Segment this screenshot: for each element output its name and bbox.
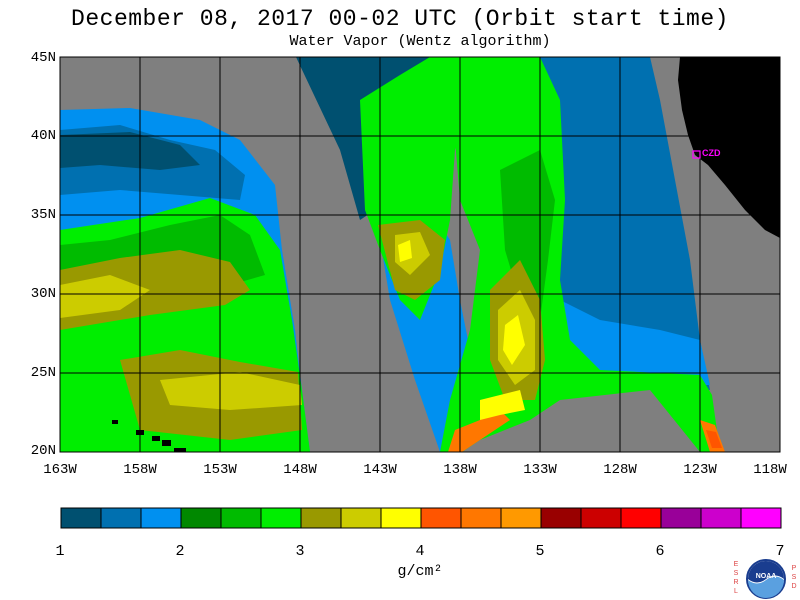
lat-label-20N: 20N (30, 443, 56, 459)
colorbar-tick-5: 5 (535, 543, 545, 560)
right-swath-orange-south (448, 410, 510, 452)
station-label: CZD (702, 148, 721, 158)
island-molokai (162, 440, 171, 446)
colorbar-tick-1: 1 (55, 543, 65, 560)
colorbar-swatch (740, 507, 782, 529)
colorbar-swatch (420, 507, 462, 529)
colorbar-swatch (60, 507, 102, 529)
lon-label-133W: 133W (523, 462, 557, 478)
lon-label-163W: 163W (43, 462, 77, 478)
map-grid (59, 56, 781, 453)
middle-swath (296, 57, 470, 452)
right-swath-yellow-south (480, 390, 525, 420)
colorbar-swatch (620, 507, 662, 529)
left-swath-navy (60, 132, 200, 170)
colorbar-swatch (460, 507, 502, 529)
lat-label-35N: 35N (30, 207, 56, 223)
lat-label-25N: 25N (30, 365, 56, 381)
lat-label-40N: 40N (30, 128, 56, 144)
colorbar-swatch (660, 507, 702, 529)
left-swath (60, 108, 310, 452)
colorbar-tick-3: 3 (295, 543, 305, 560)
right-swath-blue (560, 300, 710, 385)
colorbar-unit-label: g/cm² (397, 563, 443, 580)
left-swath-green-patch (60, 335, 110, 430)
map-frame (59, 56, 781, 453)
colorbar-tick-2: 2 (175, 543, 185, 560)
colorbar-swatch (340, 507, 382, 529)
colorbar (60, 507, 782, 529)
lat-label-30N: 30N (30, 286, 56, 302)
lon-label-158W: 158W (123, 462, 157, 478)
colorbar-tick-6: 6 (655, 543, 665, 560)
right-swath-bright-yellow (503, 315, 525, 365)
logo-left-letters: ESRL (733, 561, 739, 595)
station-czd: CZD (692, 148, 721, 159)
lon-label-143W: 143W (363, 462, 397, 478)
logo-right-letters: PSD (791, 565, 797, 590)
left-swath-yellow-south (160, 372, 302, 410)
colorbar-swatch (220, 507, 262, 529)
lon-label-128W: 128W (603, 462, 637, 478)
colorbar-swatch (580, 507, 622, 529)
lon-label-153W: 153W (203, 462, 237, 478)
colorbar-swatch (100, 507, 142, 529)
lon-label-148W: 148W (283, 462, 317, 478)
lon-label-123W: 123W (683, 462, 717, 478)
colorbar-swatch (300, 507, 342, 529)
map-plot-area (60, 57, 780, 452)
colorbar-swatch (260, 507, 302, 529)
noaa-esrl-psd-logo: ESRL NOAA PSD (732, 558, 800, 600)
colorbar-tick-4: 4 (415, 543, 425, 560)
island-maui (152, 436, 160, 441)
map-subtitle: Water Vapor (Wentz algorithm) (289, 33, 551, 50)
lon-label-138W: 138W (443, 462, 477, 478)
right-swath-dark-blue (540, 57, 710, 390)
left-swath-yellow-band (60, 275, 150, 318)
station-marker-icon (692, 150, 701, 159)
colorbar-swatch (540, 507, 582, 529)
map-title: December 08, 2017 00-02 UTC (Orbit start… (71, 6, 729, 32)
island-kauai (112, 420, 118, 424)
right-swath (440, 57, 725, 452)
middle-swath-bright-yellow (398, 240, 412, 262)
colorbar-swatch (700, 507, 742, 529)
lat-label-45N: 45N (30, 50, 56, 66)
colorbar-tick-7: 7 (775, 543, 785, 560)
colorbar-swatch (140, 507, 182, 529)
island-hawaii (174, 448, 186, 452)
colorbar-swatch (180, 507, 222, 529)
colorbar-swatch (380, 507, 422, 529)
right-swath-red-southeast (706, 430, 722, 448)
logo-emblem-text: NOAA (756, 573, 777, 580)
north-america-land (678, 57, 780, 238)
noaa-emblem-icon: NOAA (746, 559, 786, 599)
colorbar-swatch (500, 507, 542, 529)
lon-label-118W: 118W (753, 462, 787, 478)
